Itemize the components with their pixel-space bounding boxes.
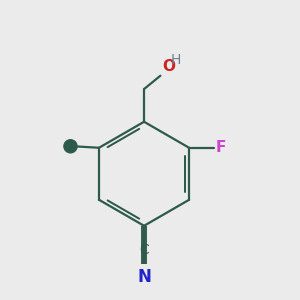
Text: O: O	[162, 59, 175, 74]
Circle shape	[64, 140, 77, 153]
Text: H: H	[171, 53, 181, 67]
Text: F: F	[215, 140, 226, 155]
Text: C: C	[139, 243, 149, 257]
Text: N: N	[137, 268, 151, 286]
